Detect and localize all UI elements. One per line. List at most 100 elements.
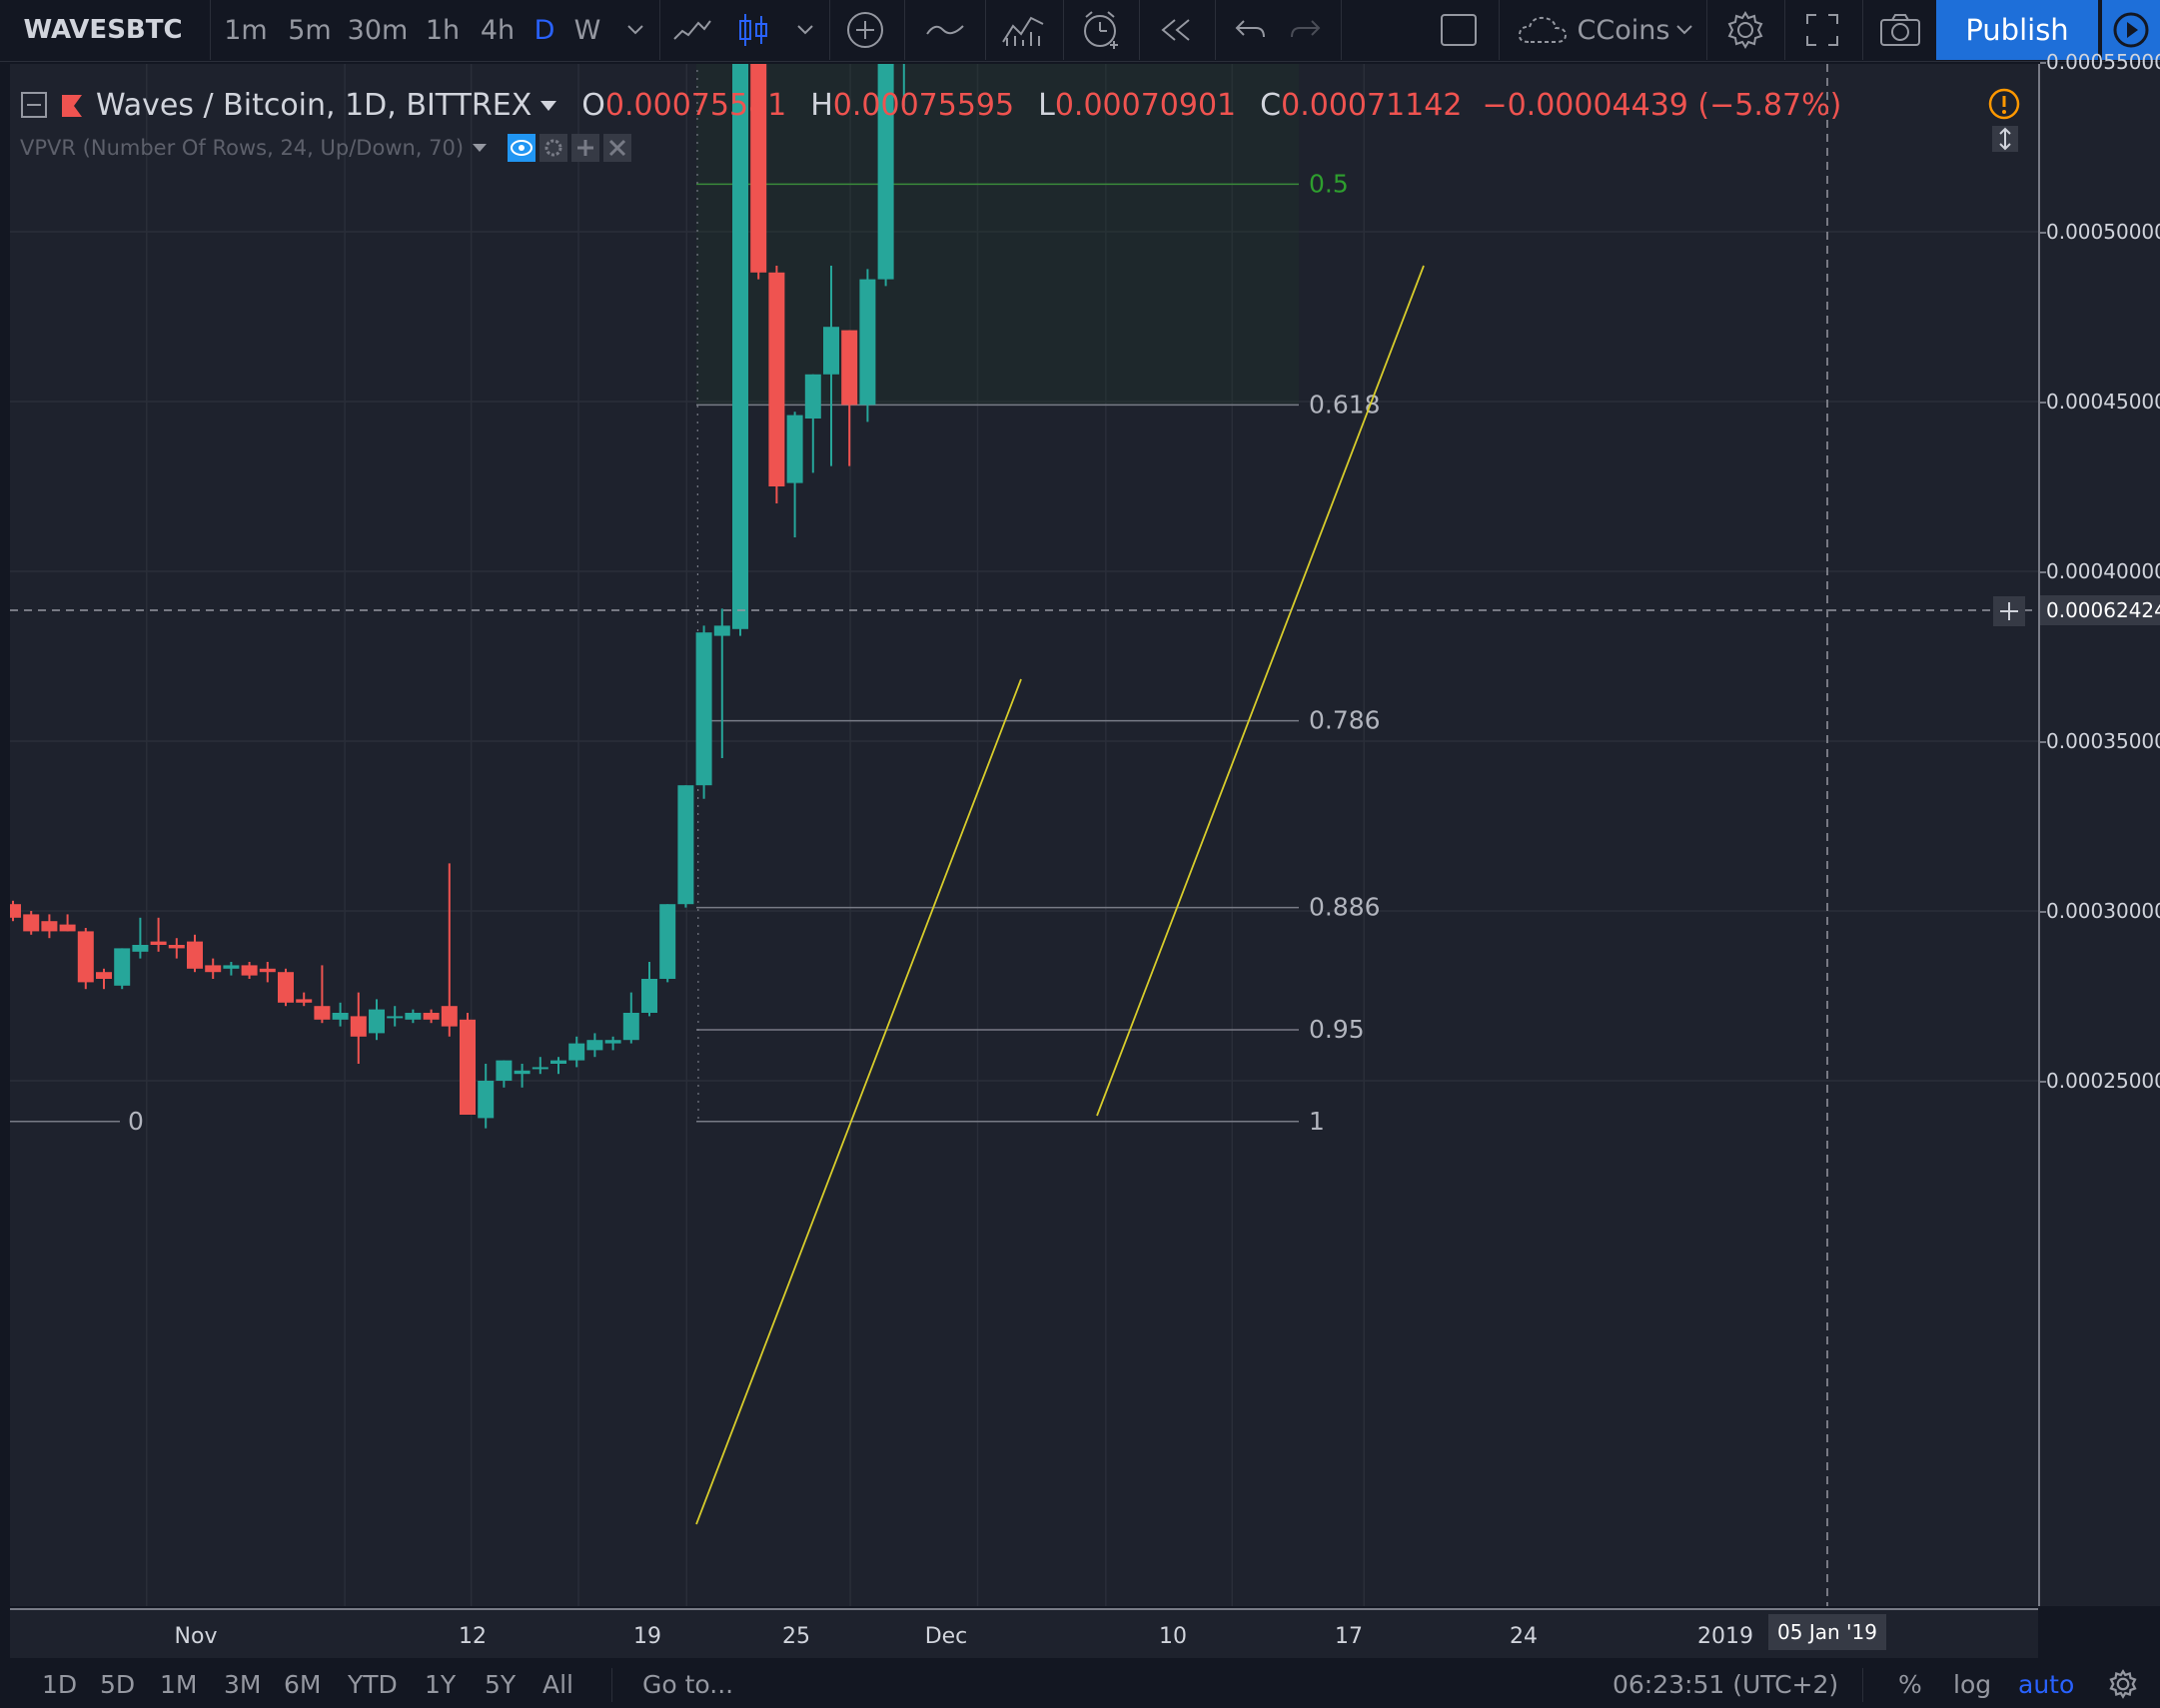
interval-1h-button[interactable]: 1h: [425, 14, 461, 46]
financials-icon[interactable]: [995, 0, 1051, 60]
cloud-icon[interactable]: [1511, 0, 1575, 60]
chevron-down-icon[interactable]: [787, 0, 823, 60]
interval-d-button[interactable]: D: [534, 14, 555, 46]
toolbar-divider: [1784, 0, 1785, 60]
overlays: [10, 64, 2038, 1606]
compare-plus-icon[interactable]: [839, 0, 891, 60]
gear-icon[interactable]: [2108, 1660, 2138, 1708]
line-chart-icon[interactable]: [667, 0, 717, 60]
replay-icon[interactable]: [1149, 0, 1205, 60]
goto-date-button[interactable]: Go to...: [642, 1669, 734, 1699]
more-plus-icon[interactable]: [571, 134, 600, 162]
interval-5m-button[interactable]: 5m: [288, 14, 332, 46]
range-ytd-button[interactable]: YTD: [348, 1669, 398, 1699]
chevron-down-icon[interactable]: [1666, 0, 1702, 60]
price-tick-mark: [2040, 62, 2046, 64]
scale-toggle-icon[interactable]: [1992, 126, 2018, 156]
redo-icon[interactable]: [1281, 0, 1331, 60]
indicator-legend: VPVR (Number Of Rows, 24, Up/Down, 70): [20, 134, 632, 162]
chevron-down-icon[interactable]: [617, 0, 653, 60]
eye-icon[interactable]: [508, 134, 537, 162]
crosshair-plus-icon: [1993, 596, 2025, 626]
play-icon[interactable]: [2100, 0, 2160, 60]
candle-body: [10, 904, 21, 918]
range-1m-button[interactable]: 1M: [160, 1669, 198, 1699]
undo-icon[interactable]: [1225, 0, 1275, 60]
range-6m-button[interactable]: 6M: [284, 1669, 322, 1699]
candle-body: [586, 1040, 603, 1051]
gear-icon[interactable]: [1714, 0, 1776, 60]
flag-icon[interactable]: [60, 93, 86, 119]
interval-30m-button[interactable]: 30m: [347, 14, 409, 46]
template-name-label[interactable]: CCoins: [1577, 14, 1670, 46]
candle-body: [423, 1013, 440, 1020]
auto-scale-button[interactable]: auto: [2018, 1669, 2075, 1699]
candle-body: [550, 1060, 566, 1064]
toolbar-divider: [1341, 0, 1342, 60]
trendline: [1096, 265, 1425, 1117]
symbol-search-button[interactable]: WAVESBTC: [23, 15, 183, 45]
range-5d-button[interactable]: 5D: [100, 1669, 136, 1699]
candle-body: [750, 64, 767, 273]
indicators-icon[interactable]: [915, 0, 975, 60]
interval-4h-button[interactable]: 4h: [480, 14, 516, 46]
interval-1m-button[interactable]: 1m: [224, 14, 268, 46]
candle-body: [387, 1016, 404, 1019]
candle-body: [604, 1040, 621, 1044]
time-tick-label: 17: [1335, 1624, 1363, 1649]
time-axis[interactable]: Nov 12 19 25 Dec 10 17 24 2019 05 Jan '19: [10, 1608, 2038, 1658]
log-scale-button[interactable]: log: [1953, 1669, 1992, 1699]
caret-down-icon[interactable]: [540, 100, 557, 112]
range-1y-button[interactable]: 1Y: [425, 1669, 457, 1699]
fullscreen-icon[interactable]: [1792, 0, 1852, 60]
range-1d-button[interactable]: 1D: [42, 1669, 78, 1699]
range-all-button[interactable]: All: [542, 1669, 573, 1699]
candle-body: [786, 415, 803, 483]
range-3m-button[interactable]: 3M: [224, 1669, 262, 1699]
price-tick-mark: [2040, 1081, 2046, 1083]
vpvr-label[interactable]: VPVR (Number Of Rows, 24, Up/Down, 70): [20, 136, 465, 160]
publish-button[interactable]: Publish: [1936, 0, 2098, 60]
candle-body: [496, 1060, 513, 1081]
change-value: −0.00004439 (−5.87%): [1482, 88, 1842, 123]
price-axis[interactable]: 0.000850000.000800000.000750000.00070000…: [2038, 50, 2160, 1606]
percent-scale-button[interactable]: %: [1898, 1669, 1922, 1699]
toolbar-divider: [210, 0, 211, 60]
candle-body: [114, 948, 131, 986]
time-tick-label: 19: [633, 1624, 661, 1649]
candle-body: [332, 1013, 349, 1020]
left-strip: [0, 64, 10, 1660]
collapse-legend-icon[interactable]: [20, 91, 50, 121]
toolbar-divider: [904, 0, 905, 60]
price-tick-label: 0.00040000: [2046, 559, 2160, 583]
open-value: 0.00075581: [604, 88, 787, 123]
range-5y-button[interactable]: 5Y: [485, 1669, 517, 1699]
layout-icon[interactable]: [1429, 0, 1489, 60]
candles-chart-icon[interactable]: [729, 0, 777, 60]
price-tick-mark: [2040, 571, 2046, 573]
camera-icon[interactable]: [1870, 0, 1930, 60]
price-tick-label: 0.00030000: [2046, 899, 2160, 923]
settings-icon[interactable]: [540, 134, 568, 162]
candle-body: [350, 1016, 367, 1037]
warning-icon[interactable]: [1988, 88, 2020, 124]
symbol-title[interactable]: Waves / Bitcoin, 1D, BITTREX: [96, 88, 533, 123]
candle-body: [732, 64, 748, 629]
interval-w-button[interactable]: W: [573, 14, 601, 46]
high-label: H: [810, 88, 833, 123]
toolbar-divider: [1706, 0, 1707, 60]
clock-label[interactable]: 06:23:51 (UTC+2): [1613, 1669, 1839, 1699]
caret-down-icon[interactable]: [472, 143, 488, 153]
candle-body: [478, 1081, 495, 1119]
toolbar-divider: [659, 0, 660, 60]
remove-icon[interactable]: [603, 134, 632, 162]
candle-body: [695, 632, 712, 786]
alert-clock-icon[interactable]: [1073, 0, 1129, 60]
candle-body: [677, 785, 694, 905]
price-tick-label: 0.00050000: [2046, 220, 2160, 244]
price-tick-label: 0.00035000: [2046, 729, 2160, 753]
candle-body: [804, 374, 821, 419]
